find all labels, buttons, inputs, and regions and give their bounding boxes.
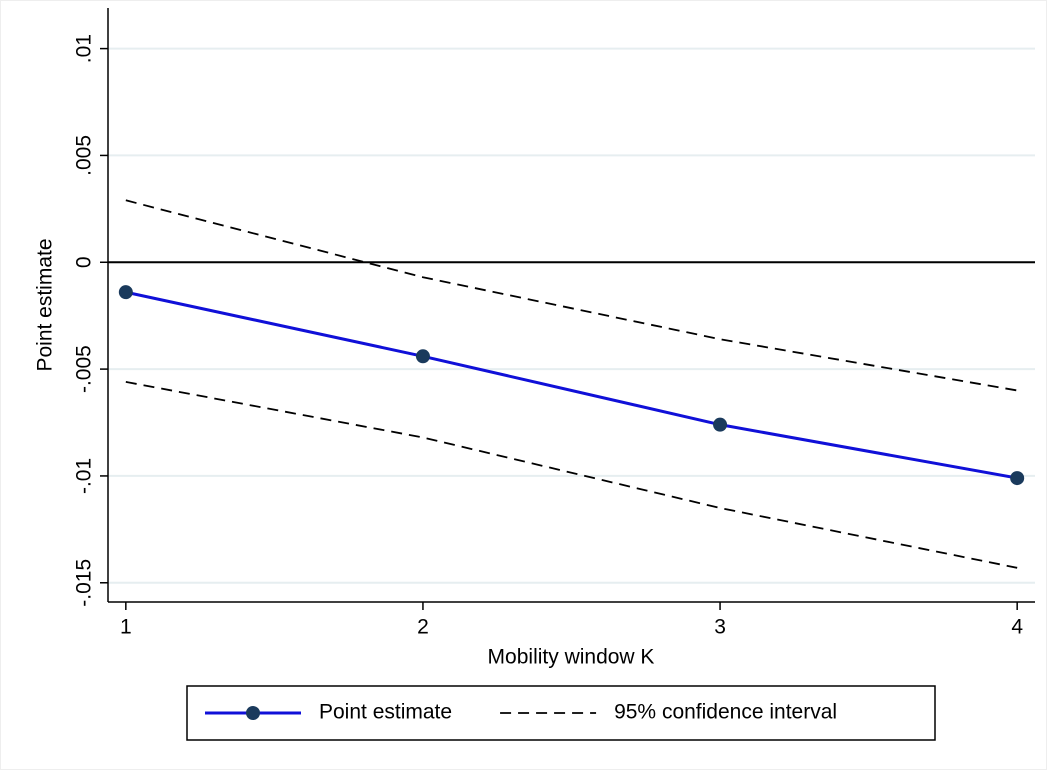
marker (118, 285, 133, 300)
legend-label: Point estimate (319, 701, 452, 724)
x-tick-label: 2 (417, 616, 429, 639)
y-tick-label: 0 (73, 256, 96, 268)
y-tick-label: .005 (73, 135, 96, 176)
x-axis-title: Mobility window K (488, 646, 655, 669)
y-tick-label: .01 (73, 34, 96, 63)
x-tick-label: 3 (714, 616, 726, 639)
marker (415, 349, 430, 364)
x-tick-label: 1 (120, 616, 132, 639)
legend-marker (246, 706, 260, 720)
y-tick-label: -.01 (73, 458, 96, 494)
line (125, 290, 1018, 480)
y-tick-label: -.005 (73, 345, 96, 393)
marker (713, 417, 728, 432)
x-tick-label: 4 (1011, 616, 1023, 639)
legend-label: 95% confidence interval (614, 701, 837, 724)
ci-line (125, 381, 1018, 569)
y-axis-title: Point estimate (34, 238, 57, 371)
y-tick-label: -.015 (73, 559, 96, 607)
legend-box (186, 685, 936, 741)
marker (1010, 471, 1025, 486)
ci-line (125, 199, 1018, 392)
